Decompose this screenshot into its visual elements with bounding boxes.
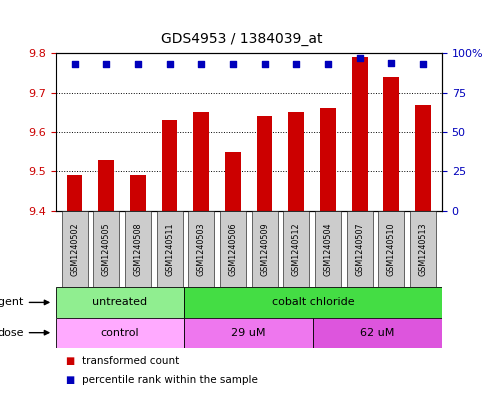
Text: GSM1240508: GSM1240508: [133, 222, 142, 276]
Text: dose: dose: [0, 328, 24, 338]
Text: cobalt chloride: cobalt chloride: [272, 298, 355, 307]
Text: transformed count: transformed count: [82, 356, 179, 366]
FancyBboxPatch shape: [378, 211, 404, 286]
Text: percentile rank within the sample: percentile rank within the sample: [82, 375, 258, 386]
Text: agent: agent: [0, 298, 24, 307]
Text: 29 uM: 29 uM: [231, 328, 266, 338]
Text: GSM1240505: GSM1240505: [102, 222, 111, 276]
FancyBboxPatch shape: [313, 318, 442, 348]
Point: [261, 61, 269, 68]
FancyBboxPatch shape: [315, 211, 341, 286]
Text: GDS4953 / 1384039_at: GDS4953 / 1384039_at: [161, 31, 322, 46]
Point: [292, 61, 300, 68]
Text: untreated: untreated: [92, 298, 147, 307]
Text: GSM1240504: GSM1240504: [324, 222, 332, 276]
Text: GSM1240509: GSM1240509: [260, 222, 269, 276]
Point: [71, 61, 78, 68]
FancyBboxPatch shape: [220, 211, 246, 286]
FancyBboxPatch shape: [283, 211, 309, 286]
Bar: [162, 120, 177, 211]
Bar: [415, 105, 431, 211]
Text: GSM1240502: GSM1240502: [70, 222, 79, 276]
FancyBboxPatch shape: [188, 211, 214, 286]
Point: [166, 61, 173, 68]
Point: [419, 61, 427, 68]
Text: GSM1240506: GSM1240506: [228, 222, 238, 276]
Point: [356, 55, 364, 61]
Text: GSM1240503: GSM1240503: [197, 222, 206, 276]
Text: GSM1240513: GSM1240513: [418, 222, 427, 276]
Bar: [352, 57, 368, 211]
Text: GSM1240511: GSM1240511: [165, 222, 174, 276]
FancyBboxPatch shape: [410, 211, 436, 286]
FancyBboxPatch shape: [61, 211, 87, 286]
Point: [134, 61, 142, 68]
Point: [102, 61, 110, 68]
FancyBboxPatch shape: [56, 318, 185, 348]
Bar: [320, 108, 336, 211]
FancyBboxPatch shape: [252, 211, 278, 286]
FancyBboxPatch shape: [185, 318, 313, 348]
Bar: [99, 160, 114, 211]
Text: control: control: [100, 328, 139, 338]
Text: GSM1240512: GSM1240512: [292, 222, 301, 276]
Bar: [130, 175, 146, 211]
FancyBboxPatch shape: [93, 211, 119, 286]
Point: [387, 60, 395, 66]
Bar: [384, 77, 399, 211]
Bar: [256, 116, 272, 211]
Bar: [67, 175, 83, 211]
Bar: [193, 112, 209, 211]
Text: ■: ■: [65, 375, 74, 386]
Text: ■: ■: [65, 356, 74, 366]
Bar: [225, 152, 241, 211]
Point: [198, 61, 205, 68]
Text: GSM1240510: GSM1240510: [387, 222, 396, 276]
FancyBboxPatch shape: [56, 287, 185, 318]
FancyBboxPatch shape: [347, 211, 372, 286]
FancyBboxPatch shape: [156, 211, 183, 286]
FancyBboxPatch shape: [185, 287, 442, 318]
FancyBboxPatch shape: [125, 211, 151, 286]
Point: [229, 61, 237, 68]
Bar: [288, 112, 304, 211]
Text: 62 uM: 62 uM: [360, 328, 395, 338]
Text: GSM1240507: GSM1240507: [355, 222, 364, 276]
Point: [324, 61, 332, 68]
